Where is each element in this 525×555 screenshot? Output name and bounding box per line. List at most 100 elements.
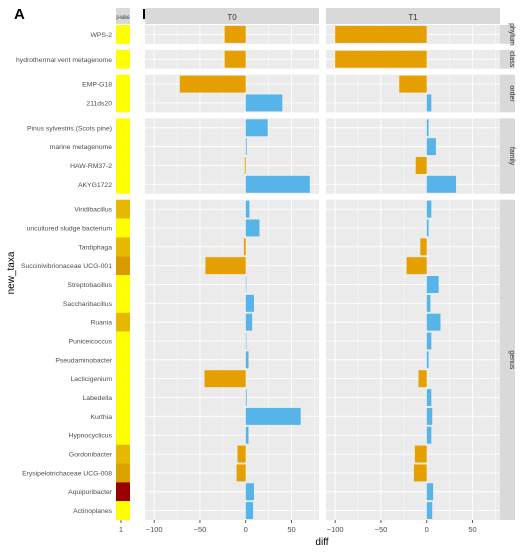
bar-t1-viridibacillus: [426, 200, 432, 218]
taxon-label-marine-metagenome: marine metagenome: [50, 144, 113, 151]
pvalue-tile-actinoplanes: [116, 501, 130, 520]
bar-t1-lacticigenium: [418, 370, 427, 388]
pvalue-header-strip: [116, 8, 130, 24]
bar-t0-marine-metagenome: [245, 138, 247, 156]
taxon-label-viridibacillus: Viridibacillus: [74, 207, 112, 214]
bar-t0-pinus-sylvestris-scots-pine: [245, 119, 268, 137]
x-tick-label-t0: −50: [194, 525, 207, 534]
pvalue-tile-uncultured-sludge-bacterium: [116, 218, 130, 238]
taxon-label-saccharibacillus: Saccharibacillus: [63, 301, 113, 308]
y-axis-title: new_taxa: [6, 251, 17, 294]
bar-t1-aquipuribacter: [426, 483, 434, 501]
pvalue-tile-pseudaminobacter: [116, 350, 130, 370]
bar-t0-labedella: [245, 389, 247, 407]
column-strip-t1: [326, 8, 500, 24]
bar-t1-ruania: [426, 313, 441, 331]
column-label-t0: T0: [227, 13, 237, 22]
pvalue-tile-streptobacillus: [116, 275, 130, 294]
taxon-label-akyg1722: AKYG1722: [78, 182, 112, 189]
taxon-label-erysipelotrichaceae-ucg-008: Erysipelotrichaceae UCG-008: [22, 470, 112, 477]
x-tick-label-t1: −50: [375, 525, 388, 534]
bar-t1-succinivibrionaceae-ucg-001: [406, 257, 427, 275]
x-tick-label-t1: −100: [327, 525, 344, 534]
pvalue-tile-ruania: [116, 312, 130, 332]
pvalue-tile-succinivibrionaceae-ucg-001: [116, 256, 130, 276]
pvalue-tile-labedella: [116, 388, 130, 407]
x-tick-label-t0: 50: [287, 525, 295, 534]
x-axis-title: diff: [315, 537, 328, 548]
bar-t1-actinoplanes: [426, 502, 433, 520]
facet-label-class: class: [508, 51, 515, 67]
taxon-label-tardiphaga: Tardiphaga: [78, 244, 112, 251]
facet-label-genus: genus: [508, 350, 515, 370]
panel-bg-family-t1: [326, 118, 500, 194]
facet-label-family: family: [508, 147, 515, 166]
pvalue-tile-211ds20: [116, 93, 130, 113]
taxon-label-hydrothermal-vent-metagenome: hydrothermal vent metagenome: [16, 57, 112, 64]
pvalue-tick-label: 1: [119, 525, 123, 534]
bar-t0-streptobacillus: [245, 276, 247, 293]
bar-t0-viridibacillus: [245, 200, 250, 218]
bar-t1-haw-rm37-2: [415, 156, 427, 174]
bar-t1-saccharibacillus: [426, 294, 431, 312]
bar-t1-pseudaminobacter: [426, 351, 429, 369]
bar-t0-akyg1722: [245, 175, 310, 193]
bar-t1-hydrothermal-vent-metagenome: [335, 50, 427, 68]
bar-t0-ruania: [245, 313, 253, 331]
bar-t0-aquipuribacter: [245, 483, 254, 501]
pvalue-tile-akyg1722: [116, 174, 130, 194]
bar-t0-erysipelotrichaceae-ucg-008: [236, 464, 246, 482]
pvalue-tile-wps-2: [116, 25, 130, 44]
pvalue-tile-gordonibacter: [116, 444, 130, 464]
taxon-label-gordonibacter: Gordonibacter: [69, 452, 113, 459]
pvalue-tile-saccharibacillus: [116, 293, 130, 313]
taxon-label-lacticigenium: Lacticigenium: [70, 376, 112, 383]
x-tick-label-t0: −100: [146, 525, 163, 534]
taxon-label-streptobacillus: Streptobacillus: [67, 282, 112, 289]
taxon-label-labedella: Labedella: [83, 395, 113, 402]
pvalue-tile-haw-rm37-2: [116, 156, 130, 175]
taxon-label-succinivibrionaceae-ucg-001: Succinivibrionaceae UCG-001: [21, 263, 112, 270]
facet-strip-class: [500, 49, 515, 69]
taxon-label-ruania: Ruania: [90, 320, 112, 327]
bar-t0-hypnocyclicus: [245, 426, 249, 444]
pvalue-tile-puniceicoccus: [116, 331, 130, 351]
bar-t0-haw-rm37-2: [244, 156, 246, 174]
bar-t0-wps-2: [224, 25, 246, 43]
bar-t0-uncultured-sludge-bacterium: [245, 219, 260, 237]
bar-t1-labedella: [426, 389, 432, 407]
bar-t1-uncultured-sludge-bacterium: [426, 219, 429, 237]
bar-t0-hydrothermal-vent-metagenome: [224, 50, 246, 68]
bar-t0-saccharibacillus: [245, 294, 254, 312]
bar-t0-pseudaminobacter: [245, 351, 249, 369]
bar-t0-gordonibacter: [237, 445, 246, 463]
taxon-label-kurthia: Kurthia: [90, 414, 112, 421]
bar-t1-tardiphaga: [420, 238, 427, 256]
facet-strip-family: [500, 118, 515, 194]
facet-strip-order: [500, 74, 515, 113]
bar-t1-gordonibacter: [414, 445, 427, 463]
bar-t1-emp-g18: [399, 75, 427, 93]
bar-t1-puniceicoccus: [426, 332, 432, 350]
bar-t0-tardiphaga: [243, 238, 246, 256]
pvalue-tile-kurthia: [116, 406, 130, 426]
bar-t1-marine-metagenome: [426, 138, 436, 156]
taxon-label-211ds20: 211ds20: [86, 100, 112, 107]
taxon-label-aquipuribacter: Aquipuribacter: [68, 489, 113, 496]
pvalue-tile-viridibacillus: [116, 199, 130, 219]
taxon-label-emp-g18: EMP-G18: [82, 82, 112, 89]
facet-label-phylum: phylum: [508, 23, 515, 46]
bar-t0-lacticigenium: [204, 370, 246, 388]
pvalue-tile-emp-g18: [116, 74, 130, 94]
pvalue-tile-hydrothermal-vent-metagenome: [116, 49, 130, 69]
bar-t1-hypnocyclicus: [426, 426, 432, 444]
pvalue-tile-aquipuribacter: [116, 482, 130, 502]
facet-strip-phylum: [500, 25, 515, 44]
pvalue-header-label: p-value: [117, 14, 130, 21]
bar-t0-kurthia: [245, 407, 301, 425]
taxon-label-hypnocyclicus: Hypnocyclicus: [69, 433, 113, 440]
column-label-t1: T1: [408, 13, 418, 22]
x-tick-label-t0: 0: [244, 525, 248, 534]
